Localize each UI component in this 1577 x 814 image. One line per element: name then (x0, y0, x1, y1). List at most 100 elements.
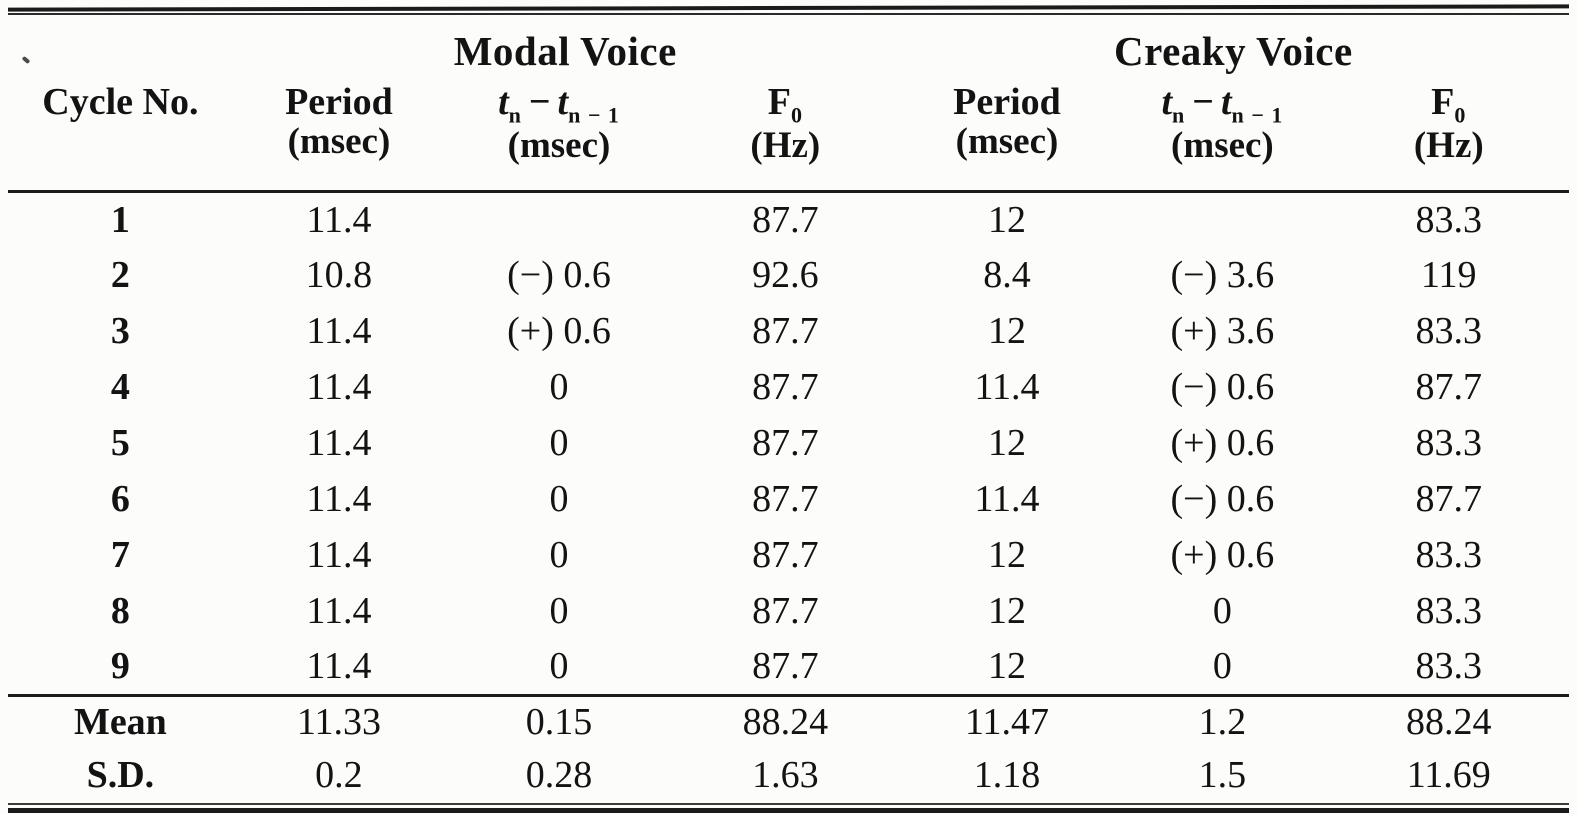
summary-row: S.D. 0.2 0.28 1.63 1.18 1.5 11.69 (8, 748, 1569, 801)
col-header-period-creaky: Period (msec) (897, 82, 1117, 193)
value-cell: 0 (1212, 645, 1232, 688)
f0-unit: (Hz) (1413, 125, 1484, 167)
bottom-rule-thick (8, 808, 1569, 813)
summary-value-cell: 1.5 (1198, 753, 1247, 796)
value-cell: (−) 3.6 (1170, 254, 1275, 296)
cycle-number-cell: 4 (110, 366, 130, 408)
col-header-period-modal: Period (msec) (232, 81, 446, 193)
table-row: 3 11.4 (+) 0.6 87.7 12 (+) 3.6 83.3 (8, 303, 1569, 359)
col-header-tdiff-modal: tn − tn − 1 (msec) (445, 81, 673, 193)
t-subscript-n-1: n − 1 (568, 102, 620, 128)
cycle-number-cell: 6 (110, 478, 130, 520)
col-header-cycle-no: Cycle No. (8, 81, 233, 193)
value-cell: 12 (988, 534, 1026, 576)
summary-row: Mean 11.33 0.15 88.24 11.47 1.2 88.24 (8, 693, 1569, 748)
value-cell: 11.4 (306, 198, 372, 241)
summary-value-cell: 1.63 (752, 753, 819, 796)
value-cell: 12 (988, 645, 1026, 688)
value-cell (1116, 191, 1328, 247)
table-row: 9 11.4 0 87.7 12 0 83.3 (8, 639, 1569, 695)
value-cell: 83.3 (1415, 310, 1483, 352)
cycle-number-cell: 2 (110, 254, 130, 296)
value-cell: 87.7 (752, 422, 819, 464)
table-row: 2 10.8 (−) 0.6 92.6 8.4 (−) 3.6 119 (8, 247, 1569, 303)
summary-value-cell: 88.24 (1328, 693, 1569, 748)
minus-sign: − (1192, 81, 1214, 123)
value-cell: 83.3 (1415, 534, 1483, 576)
tdiff-unit: (msec) (507, 125, 611, 167)
value-cell: 11.4 (306, 645, 372, 688)
cycle-number-cell: 3 (110, 310, 130, 352)
value-cell: 10.8 (305, 254, 373, 296)
value-cell: 87.7 (752, 534, 819, 576)
value-cell: 12 (988, 310, 1026, 352)
summary-value-cell: 0.2 (315, 753, 363, 796)
table-row: 7 11.4 0 87.7 12 (+) 0.6 83.3 (8, 527, 1569, 583)
col-header-cycle-label: Cycle No. (42, 81, 199, 123)
value-cell: 12 (988, 198, 1026, 241)
minus-sign: − (528, 81, 551, 123)
value-cell: (−) 0.6 (1170, 478, 1275, 520)
summary-value-cell: 11.69 (1406, 753, 1491, 796)
summary-value-cell: 11.47 (897, 693, 1117, 748)
value-cell: 87.7 (752, 590, 819, 632)
summary-value-cell: 0.15 (445, 693, 673, 748)
cycle-number-cell: 1 (110, 198, 130, 241)
tdiff-formula: tn − tn − 1 (498, 81, 620, 126)
table-row: 1 11.4 87.7 12 83.3 (8, 191, 1569, 247)
value-cell: 83.3 (1415, 422, 1483, 464)
value-cell: 83.3 (1415, 645, 1483, 688)
t-symbol: t (557, 81, 569, 123)
value-cell: 87.7 (1415, 366, 1483, 408)
value-cell: (+) 3.6 (1170, 310, 1275, 352)
value-cell: (+) 0.6 (507, 310, 611, 352)
cycle-number-cell: 5 (110, 422, 130, 464)
value-cell: 0 (549, 422, 569, 464)
col-header-f0-creaky: F0 (Hz) (1328, 81, 1569, 193)
period-label: Period (285, 81, 393, 123)
period-unit: (msec) (955, 120, 1059, 162)
table-header: Modal Voice Creaky Voice Cycle No. Perio… (8, 15, 1569, 193)
top-rule-thin (8, 13, 1569, 15)
tdiff-unit: (msec) (1171, 125, 1274, 167)
bottom-rule-thin (8, 803, 1569, 805)
table-row: 4 11.4 0 87.7 11.4 (−) 0.6 87.7 (8, 359, 1569, 415)
t-symbol: t (1161, 81, 1173, 123)
value-cell: 11.4 (306, 366, 372, 408)
voice-cycle-measurements-table: Modal Voice Creaky Voice Cycle No. Perio… (8, 15, 1569, 801)
cycle-number-cell: 9 (110, 645, 130, 688)
value-cell: 0 (549, 645, 569, 688)
summary-value-cell: 88.24 (672, 693, 898, 748)
value-cell: 0 (549, 534, 569, 576)
summary-value-cell: 1.18 (973, 753, 1041, 796)
f0-symbol: F0 (767, 81, 803, 126)
table-row: 5 11.4 0 87.7 12 (+) 0.6 83.3 (8, 415, 1569, 471)
t-subscript-n: n (508, 102, 522, 128)
value-cell: 11.4 (306, 534, 372, 576)
period-unit: (msec) (287, 120, 391, 162)
table-row: 8 11.4 0 87.7 12 0 83.3 (8, 583, 1569, 639)
value-cell: 11.4 (306, 422, 372, 464)
value-cell: (−) 0.6 (507, 254, 611, 296)
col-header-tdiff-creaky: tn − tn − 1 (msec) (1116, 81, 1329, 193)
summary-value-cell: 0.28 (525, 753, 593, 796)
value-cell: 12 (988, 590, 1026, 632)
value-cell: 87.7 (752, 198, 819, 241)
f-symbol: F (1431, 81, 1455, 123)
value-cell: 0 (549, 590, 569, 632)
f-symbol: F (767, 81, 791, 123)
value-cell: 119 (1420, 254, 1477, 296)
value-cell: 83.3 (1415, 590, 1483, 632)
table-row: 6 11.4 0 87.7 11.4 (−) 0.6 87.7 (8, 471, 1569, 527)
col-header-f0-modal: F0 (Hz) (672, 81, 898, 193)
value-cell: 87.7 (752, 310, 819, 352)
table-foot: Mean 11.33 0.15 88.24 11.47 1.2 88.24 S.D. 0.2 0.… (8, 693, 1569, 801)
summary-label-cell: S.D. (86, 753, 155, 796)
value-cell (445, 191, 673, 247)
value-cell: 87.7 (752, 645, 819, 688)
table-body: 1 11.4 87.7 12 83.3 2 10.8 (−) 0.6 92.6 8.4 (−) 3.… (8, 191, 1569, 695)
f-subscript-0: 0 (790, 102, 803, 128)
group-header-row: Modal Voice Creaky Voice (8, 15, 1569, 83)
cycle-number-cell: 7 (110, 534, 130, 576)
